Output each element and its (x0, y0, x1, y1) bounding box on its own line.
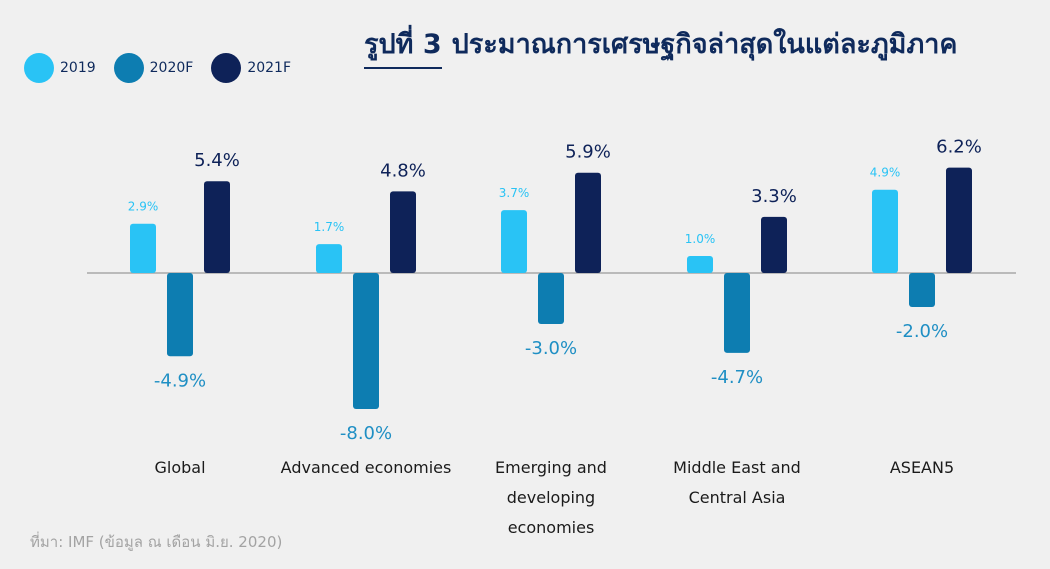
legend-item-2020f: 2020F (113, 53, 194, 83)
data-label-2020f-1: -8.0% (340, 423, 392, 444)
bar-2020f-3 (724, 273, 750, 353)
bar-2021f-3 (761, 216, 787, 273)
data-label-2019-1: 1.7% (314, 220, 345, 234)
data-label-2021f-0: 5.4% (194, 150, 240, 171)
bar-2020f-0 (167, 273, 193, 357)
legend-label-2020f: 2020F (149, 60, 194, 76)
data-label-2019-2: 3.7% (499, 186, 530, 200)
bar-2021f-2 (575, 172, 601, 273)
data-label-2019-0: 2.9% (128, 200, 159, 214)
bar-2019-1 (316, 244, 342, 273)
bar-2020f-2 (538, 273, 564, 324)
figure-title: ประมาณการเศรษฐกิจล่าสุดในแต่ละภูมิภาค (451, 29, 958, 60)
bar-2020f-4 (909, 273, 935, 307)
legend-swatch-2021f (211, 53, 242, 83)
bar-2021f-4 (946, 167, 972, 273)
category-label-2-0: Emerging and (495, 458, 607, 477)
bar-2021f-1 (390, 191, 416, 273)
data-label-2020f-4: -2.0% (896, 321, 948, 342)
category-label-3-1: Central Asia (689, 488, 786, 507)
data-label-2021f-4: 6.2% (936, 137, 982, 158)
legend-item-2021f: 2021F (211, 53, 291, 83)
legend: 2019 2020F 2021F (24, 53, 309, 83)
category-label-4-0: ASEAN5 (890, 458, 954, 477)
data-label-2021f-3: 3.3% (751, 186, 797, 207)
category-label-2-2: economies (508, 518, 595, 537)
bar-2019-3 (687, 256, 713, 273)
category-label-2-1: developing (507, 488, 595, 507)
legend-swatch-2019 (24, 53, 54, 83)
data-label-2019-3: 1.0% (685, 232, 716, 246)
data-label-2019-4: 4.9% (870, 166, 901, 180)
data-label-2020f-3: -4.7% (711, 367, 763, 388)
bar-2019-4 (872, 189, 898, 273)
legend-item-2019: 2019 (24, 53, 96, 83)
category-label-0-0: Global (154, 458, 205, 477)
category-label-3-0: Middle East and (673, 458, 801, 477)
category-label-1-0: Advanced economies (281, 458, 452, 477)
figure-number: รูปที่ 3 (364, 22, 442, 69)
legend-label-2019: 2019 (60, 60, 96, 76)
data-label-2020f-0: -4.9% (154, 370, 206, 391)
legend-label-2021f: 2021F (247, 60, 292, 76)
data-label-2020f-2: -3.0% (525, 338, 577, 359)
chart-title: รูปที่ 3 ประมาณการเศรษฐกิจล่าสุดในแต่ละภู… (364, 22, 957, 69)
data-label-2021f-1: 4.8% (380, 160, 426, 181)
bar-2020f-1 (353, 273, 379, 409)
bar-2019-2 (501, 210, 527, 273)
bar-2019-0 (130, 223, 156, 273)
legend-swatch-2020f (113, 53, 144, 83)
source-note: ที่มา: IMF (ข้อมูล ณ เดือน มิ.ย. 2020) (30, 533, 283, 551)
data-label-2021f-2: 5.9% (565, 142, 611, 163)
bar-2021f-0 (204, 181, 230, 273)
